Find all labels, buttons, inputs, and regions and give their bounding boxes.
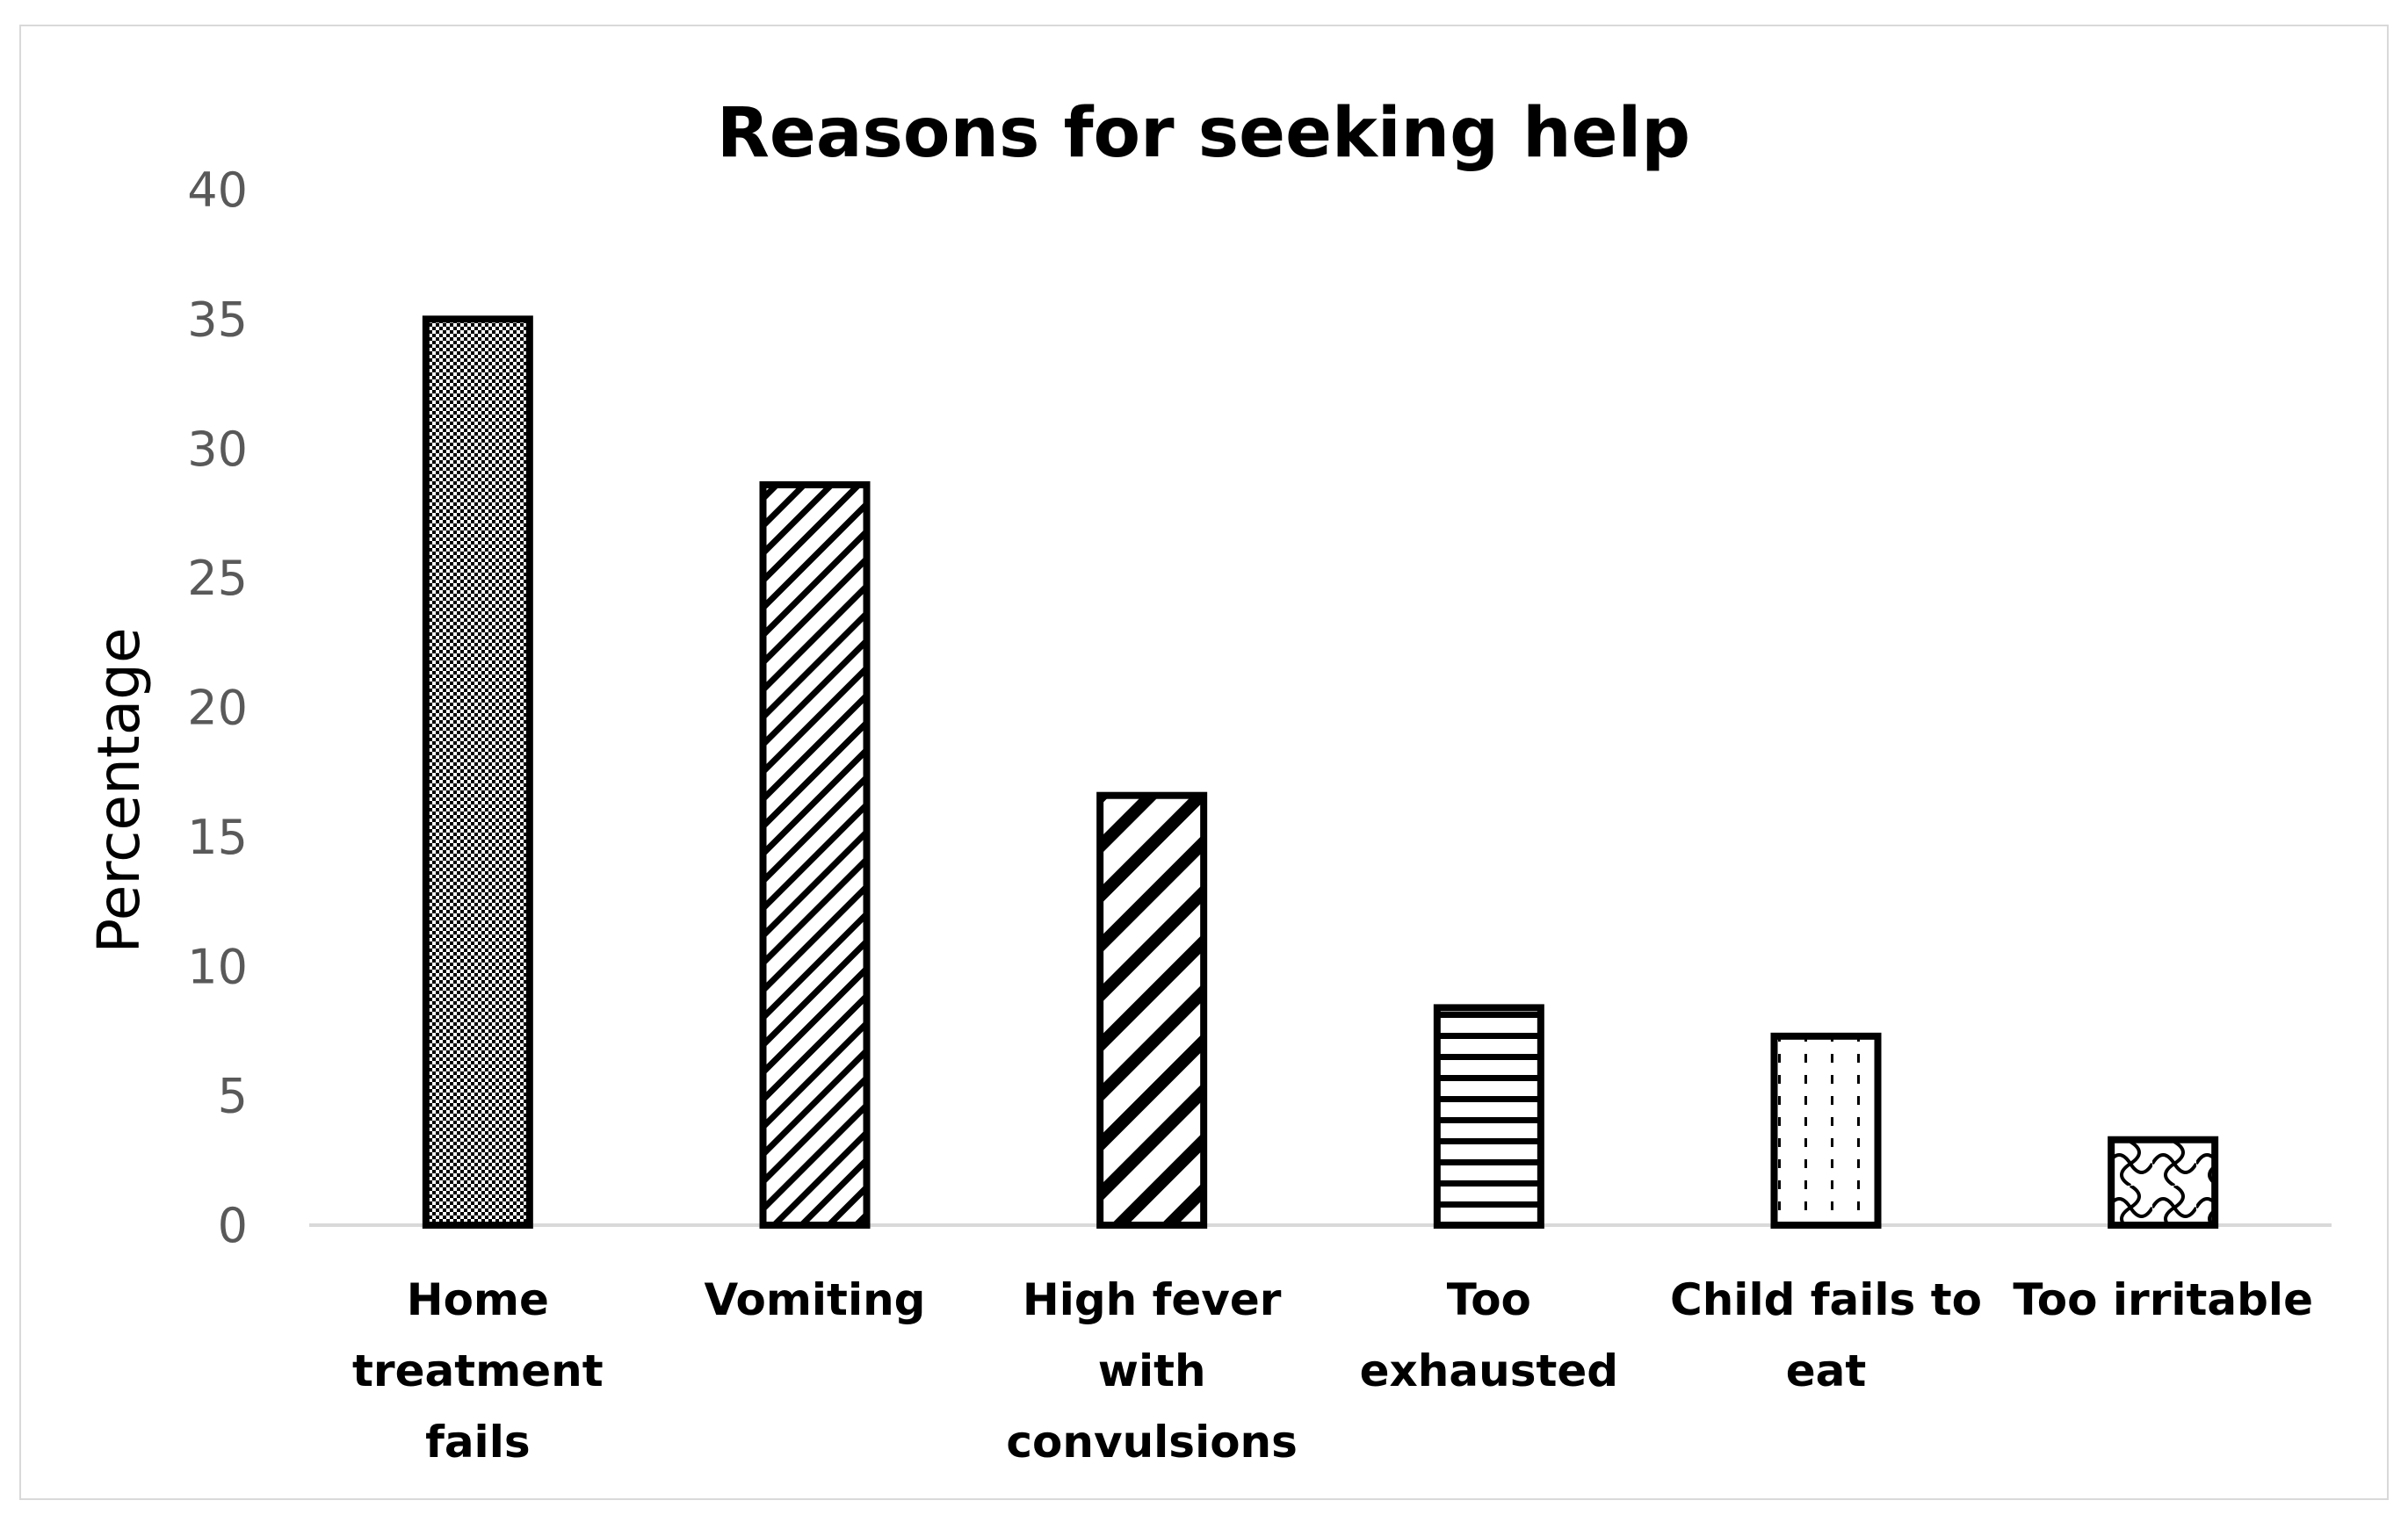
y-tick-label: 40 (187, 162, 248, 218)
y-tick-label: 25 (187, 551, 248, 606)
x-tick-label-line: with (1098, 1345, 1206, 1396)
bar (759, 481, 871, 1229)
x-tick-label-line: Child fails to (1670, 1274, 1982, 1325)
x-tick-label-line: treatment (352, 1345, 604, 1396)
bar (1096, 791, 1208, 1230)
bar (1770, 1032, 1882, 1230)
x-tick-label: Home treatment fails (352, 1274, 604, 1468)
x-tick-label-line: convulsions (1006, 1417, 1298, 1468)
x-tick-label-line: High fever (1023, 1274, 1282, 1325)
x-tick-label: High fever with convulsions (1006, 1274, 1298, 1468)
y-tick-label: 5 (218, 1069, 248, 1124)
bars (422, 315, 2219, 1230)
y-tick-label: 20 (187, 681, 248, 736)
x-tick-label-line: fails (425, 1417, 531, 1468)
y-tick-label: 15 (187, 810, 248, 865)
x-tick-label-line: Vomiting (705, 1274, 926, 1325)
x-tick-label-line: Home (407, 1274, 549, 1325)
x-tick-label-line: Too irritable (2013, 1274, 2313, 1325)
x-tick-label: Vomiting (705, 1274, 926, 1325)
y-tick-label: 10 (187, 939, 248, 994)
y-axis-ticks: 0 5 10 15 20 25 30 35 40 (187, 162, 248, 1253)
x-tick-label-line: eat (1786, 1345, 1867, 1396)
x-axis-ticks: Home treatment fails Vomiting High fever with… (352, 1274, 2313, 1468)
x-tick-label: Child fails to eat (1670, 1274, 1982, 1396)
x-tick-label: Too exhausted (1360, 1274, 1618, 1396)
bar (422, 315, 533, 1229)
y-tick-label: 35 (187, 292, 248, 347)
y-tick-label: 30 (187, 422, 248, 477)
bar (1433, 1004, 1544, 1230)
y-axis-label: Percentage (85, 627, 153, 953)
x-tick-label-line: Too (1447, 1274, 1531, 1325)
chart-title: Reasons for seeking help (717, 94, 1690, 173)
bar (2108, 1136, 2219, 1230)
x-tick-label-line: exhausted (1360, 1345, 1618, 1396)
x-tick-label: Too irritable (2013, 1274, 2313, 1325)
y-tick-label: 0 (218, 1198, 248, 1253)
chart-frame (19, 25, 2389, 1500)
